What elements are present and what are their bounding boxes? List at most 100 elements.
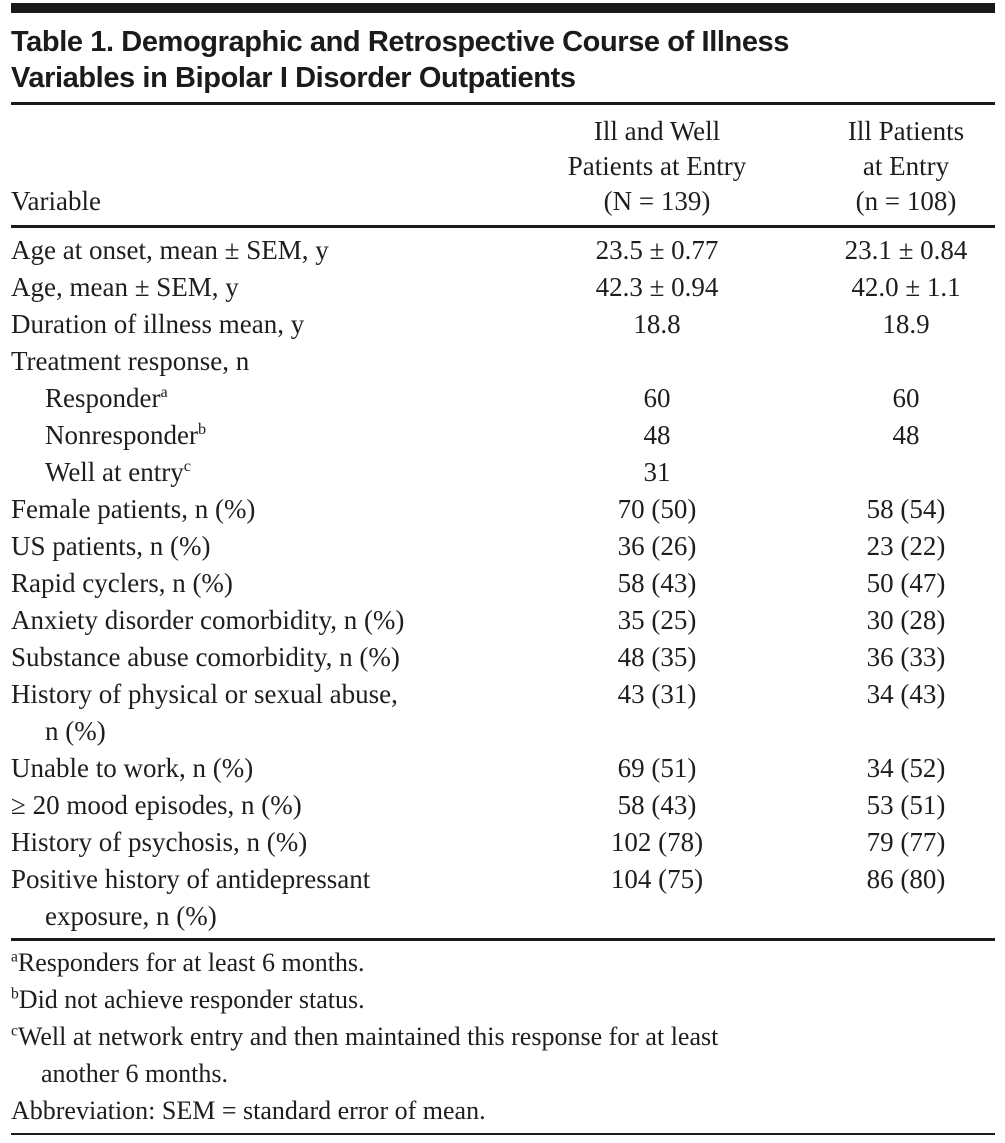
table-header-row: Variable Ill and Well Patients at Entry … <box>11 105 995 225</box>
bottom-margin <box>11 1135 995 1141</box>
table-row: Rapid cyclers, n (%) 58 (43) 50 (47) <box>11 565 995 602</box>
row-variable-line: Age at onset, mean ± SEM, y <box>11 235 329 265</box>
footnote: cWell at network entry and then maintain… <box>11 1018 995 1092</box>
row-variable-line: Respondera <box>45 383 168 413</box>
row-variable-line: Rapid cyclers, n (%) <box>11 568 233 598</box>
footnote-marker: a <box>11 947 18 965</box>
table-row: Nonresponderb 48 48 <box>11 417 995 454</box>
row-variable-line: History of physical or sexual abuse, <box>11 679 398 709</box>
row-variable-continuation: n (%) <box>45 716 106 746</box>
row-value-ill-and-well: 18.8 <box>633 309 681 339</box>
row-value-ill-and-well: 43 (31) <box>617 679 697 709</box>
col3-header-line-1: Ill Patients <box>847 116 965 146</box>
rule-above-footnotes <box>11 938 995 941</box>
row-variable-label: Unable to work, n (%) <box>11 750 497 787</box>
col2-header-line-3: (N = 139) <box>603 186 711 216</box>
row-value-ill-patients: 58 (54) <box>866 494 946 524</box>
row-value-ill-and-well: 42.3 ± 0.94 <box>595 272 719 302</box>
footnote-continuation: another 6 months. <box>41 1058 229 1088</box>
footnote-marker: a <box>160 383 168 401</box>
table-row: Age at onset, mean ± SEM, y 23.5 ± 0.77 23… <box>11 232 995 269</box>
col2-header-line-1: Ill and Well <box>593 116 721 146</box>
table-body: Age at onset, mean ± SEM, y 23.5 ± 0.77 23… <box>11 228 995 938</box>
footnote-line: bDid not achieve responder status. <box>11 984 365 1014</box>
row-variable-label: History of physical or sexual abuse, n (%… <box>11 676 497 750</box>
row-variable-label: Age, mean ± SEM, y <box>11 269 497 306</box>
rule-under-header <box>11 225 995 228</box>
row-value-ill-patients: 36 (33) <box>866 642 946 672</box>
footnote: Abbreviation: SEM = standard error of me… <box>11 1092 995 1129</box>
row-value-ill-patients: 42.0 ± 1.1 <box>851 272 961 302</box>
footnote-line: Abbreviation: SEM = standard error of me… <box>11 1095 486 1125</box>
row-variable-line: Anxiety disorder comorbidity, n (%) <box>11 605 405 635</box>
table-row: History of physical or sexual abuse, n (%… <box>11 676 995 750</box>
row-variable-label: ≥ 20 mood episodes, n (%) <box>11 787 497 824</box>
table-row: Unable to work, n (%) 69 (51) 34 (52) <box>11 750 995 787</box>
row-value-ill-and-well: 48 <box>643 420 671 450</box>
row-variable-label: Treatment response, n <box>11 343 497 380</box>
row-variable-line: Substance abuse comorbidity, n (%) <box>11 642 400 672</box>
row-value-ill-patients: 34 (43) <box>866 679 946 709</box>
row-value-ill-patients: 30 (28) <box>866 605 946 635</box>
row-variable-label: Anxiety disorder comorbidity, n (%) <box>11 602 497 639</box>
bottom-rule <box>11 1132 995 1135</box>
row-variable-line: Age, mean ± SEM, y <box>11 272 239 302</box>
table-row: Anxiety disorder comorbidity, n (%) 35 (2… <box>11 602 995 639</box>
row-value-ill-and-well: 36 (26) <box>617 531 697 561</box>
row-variable-label: Well at entryc <box>11 454 497 491</box>
table-row: Female patients, n (%) 70 (50) 58 (54) <box>11 491 995 528</box>
row-value-ill-and-well: 69 (51) <box>617 753 697 783</box>
row-variable-line: Well at entryc <box>45 457 191 487</box>
column-header-ill-and-well: Ill and Well Patients at Entry (N = 139) <box>497 114 817 219</box>
footnote-line: aResponders for at least 6 months. <box>11 947 365 977</box>
row-value-ill-patients: 53 (51) <box>866 790 946 820</box>
column-header-ill-patients: Ill Patients at Entry (n = 108) <box>817 114 995 219</box>
top-rule-bar <box>11 3 995 13</box>
footnote: bDid not achieve responder status. <box>11 981 995 1018</box>
row-value-ill-patients: 60 <box>892 383 920 413</box>
table-row: ≥ 20 mood episodes, n (%) 58 (43) 53 (51) <box>11 787 995 824</box>
table-row: Age, mean ± SEM, y 42.3 ± 0.94 42.0 ± 1.1 <box>11 269 995 306</box>
row-variable-label: Duration of illness mean, y <box>11 306 497 343</box>
row-variable-label: History of psychosis, n (%) <box>11 824 497 861</box>
row-value-ill-and-well: 35 (25) <box>617 605 697 635</box>
row-value-ill-and-well: 60 <box>643 383 671 413</box>
footnote-line: cWell at network entry and then maintain… <box>11 1021 719 1051</box>
row-variable-label: Rapid cyclers, n (%) <box>11 565 497 602</box>
row-value-ill-and-well: 48 (35) <box>617 642 697 672</box>
row-variable-line: History of psychosis, n (%) <box>11 827 308 857</box>
table-row: Substance abuse comorbidity, n (%) 48 (35… <box>11 639 995 676</box>
table-row: Well at entryc 31 <box>11 454 995 491</box>
row-value-ill-patients: 79 (77) <box>866 827 946 857</box>
row-value-ill-patients: 34 (52) <box>866 753 946 783</box>
row-variable-line: Nonresponderb <box>45 420 207 450</box>
table-row: US patients, n (%) 36 (26) 23 (22) <box>11 528 995 565</box>
row-variable-line: ≥ 20 mood episodes, n (%) <box>11 790 302 820</box>
row-value-ill-and-well <box>497 343 817 380</box>
rule-under-title <box>11 102 995 105</box>
footnote-marker: b <box>11 984 19 1002</box>
table-title-line-2: Variables in Bipolar I Disorder Outpatie… <box>11 62 576 94</box>
row-value-ill-patients <box>817 454 995 491</box>
row-variable-label: Nonresponderb <box>11 417 497 454</box>
table-row: Duration of illness mean, y 18.8 18.9 <box>11 306 995 343</box>
table-row: History of psychosis, n (%) 102 (78) 79 (7… <box>11 824 995 861</box>
table-title-line-1: Table 1. Demographic and Retrospective C… <box>11 26 790 58</box>
table-row: Treatment response, n <box>11 343 995 380</box>
row-variable-line: Duration of illness mean, y <box>11 309 305 339</box>
row-value-ill-and-well: 31 <box>643 457 671 487</box>
row-variable-label: Female patients, n (%) <box>11 491 497 528</box>
row-variable-label: Respondera <box>11 380 497 417</box>
row-variable-line: US patients, n (%) <box>11 531 211 561</box>
table-title: Table 1. Demographic and Retrospective C… <box>11 24 995 96</box>
row-variable-label: Age at onset, mean ± SEM, y <box>11 232 497 269</box>
col3-header-line-2: at Entry <box>862 151 950 181</box>
table-row: Positive history of antidepressant exposu… <box>11 861 995 935</box>
row-value-ill-patients: 23 (22) <box>866 531 946 561</box>
footnote-marker: b <box>197 420 207 438</box>
col2-header-line-2: Patients at Entry <box>567 151 747 181</box>
row-variable-label: US patients, n (%) <box>11 528 497 565</box>
row-variable-continuation: exposure, n (%) <box>45 901 217 931</box>
column-header-variable: Variable <box>11 186 101 216</box>
